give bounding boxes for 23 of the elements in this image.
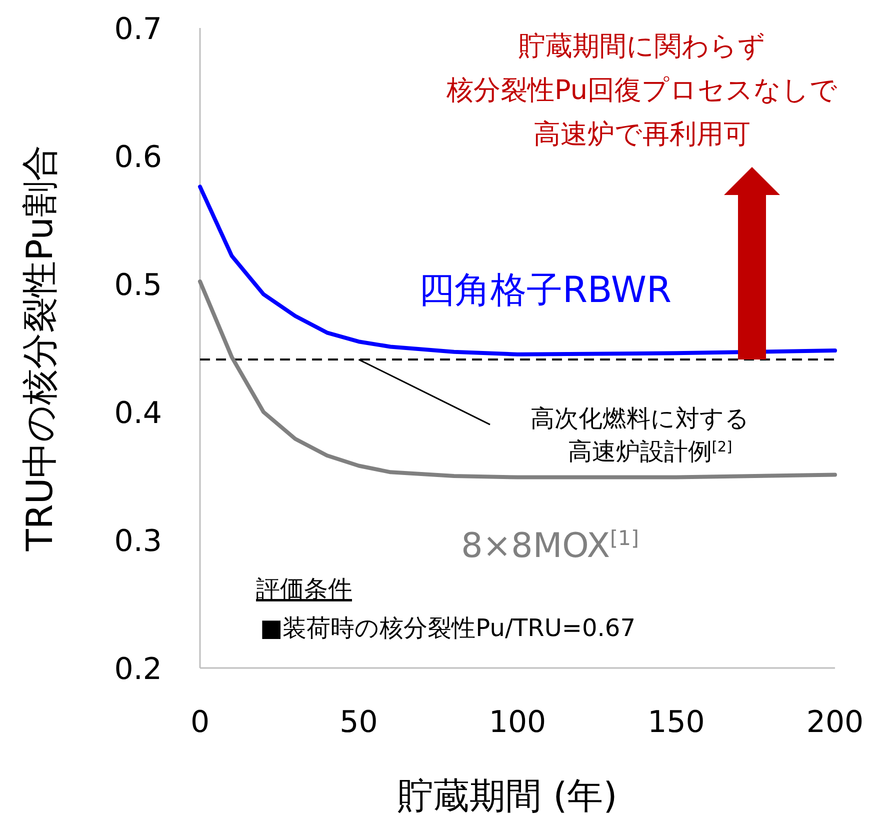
y-axis-title: TRU中の核分裂性Pu割合 xyxy=(20,144,61,552)
x-tick-label: 50 xyxy=(340,705,378,740)
y-tick-label: 0.7 xyxy=(114,12,162,47)
annotation: 貯蔵期間に関わらず xyxy=(518,31,766,62)
annotation: ■装荷時の核分裂性Pu/TRU=0.67 xyxy=(260,614,636,642)
ref-line-label: 高次化燃料に対する xyxy=(530,404,750,433)
annotation: 高速炉で再利用可 xyxy=(534,119,750,150)
y-tick-label: 0.5 xyxy=(114,268,162,303)
annotation: 評価条件 xyxy=(256,575,352,603)
x-tick-label: 200 xyxy=(806,705,864,740)
x-tick-label: 150 xyxy=(648,705,705,740)
y-tick-label: 0.3 xyxy=(114,524,162,559)
x-tick-label: 0 xyxy=(190,705,210,740)
series-label: 四角格子RBWR xyxy=(418,270,672,311)
annotation: 高速炉設計例$^{[2]}$ xyxy=(568,438,732,466)
x-axis-title: 貯蔵期間 (年) xyxy=(398,776,618,817)
x-tick-label: 100 xyxy=(488,705,546,740)
y-tick-label: 0.6 xyxy=(114,140,162,175)
y-tick-label: 0.2 xyxy=(114,652,162,687)
series-label: 8×8MOX$^{[1]}$ xyxy=(461,526,639,566)
line-series xyxy=(198,184,837,356)
annotation: 核分裂性Pu回復プロセスなしで xyxy=(446,75,838,106)
y-tick-label: 0.4 xyxy=(114,396,162,431)
